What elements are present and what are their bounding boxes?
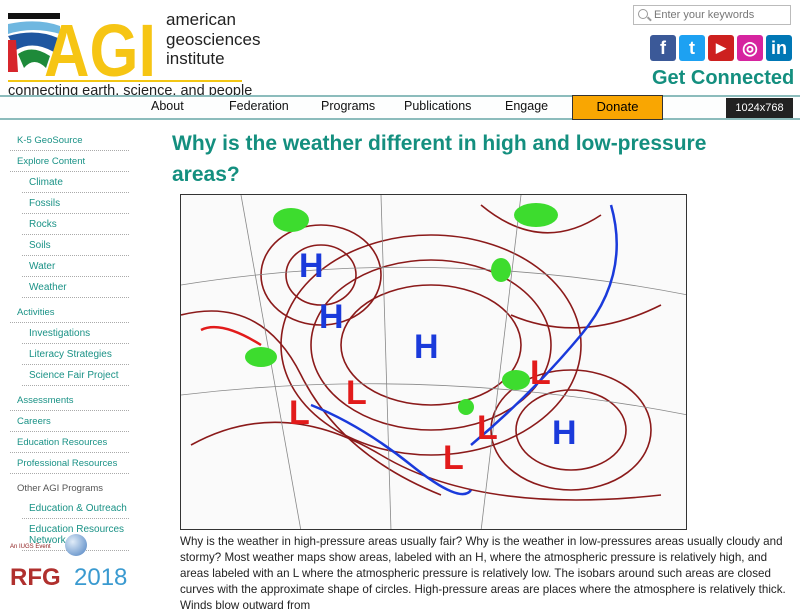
low-pressure-label: L <box>443 439 464 477</box>
sidebar-item-climate[interactable]: Climate <box>22 175 129 193</box>
high-pressure-label: H <box>299 247 324 285</box>
instagram-icon[interactable]: ◎ <box>737 35 763 61</box>
logo-rule <box>8 80 242 82</box>
sidebar-item-fossils[interactable]: Fossils <box>22 196 129 214</box>
search-icon <box>638 9 648 19</box>
resolution-badge: 1024x768 <box>726 98 793 118</box>
sidebar-item-assessments[interactable]: Assessments <box>10 393 129 411</box>
sidebar-item-explore-content[interactable]: Explore Content <box>10 154 129 172</box>
sidebar-item-careers[interactable]: Careers <box>10 414 129 432</box>
article-body: Why is the weather in high-pressure area… <box>180 535 786 612</box>
low-pressure-label: L <box>530 354 551 392</box>
linkedin-icon[interactable]: in <box>766 35 792 61</box>
search-input[interactable]: Enter your keywords <box>633 5 791 25</box>
sidebar-item-soils[interactable]: Soils <box>22 238 129 256</box>
rfg-year: 2018 <box>74 564 128 591</box>
sidebar-item-water[interactable]: Water <box>22 259 129 277</box>
rfg-2018-banner[interactable]: An IUGS Event RFG 2018 <box>10 534 130 594</box>
high-pressure-label: H <box>319 298 344 336</box>
nav-about[interactable]: About <box>151 99 184 113</box>
low-pressure-label: L <box>289 394 310 432</box>
nav-engage[interactable]: Engage <box>505 99 549 113</box>
weather-map-image: H H H H L L L L L <box>180 194 687 530</box>
agi-logo[interactable]: AGI american geosciences institute connect… <box>8 10 261 99</box>
low-pressure-label: L <box>346 374 367 412</box>
donate-button[interactable]: Donate <box>572 95 663 120</box>
sidebar-item-other-agi-programs: Other AGI Programs <box>17 483 104 494</box>
nav-federation[interactable]: Federation <box>229 99 289 113</box>
sidebar-item-weather[interactable]: Weather <box>22 280 129 298</box>
sidebar-item-rocks[interactable]: Rocks <box>22 217 129 235</box>
weather-map-drawing <box>181 195 686 529</box>
svg-text:AGI: AGI <box>44 10 156 80</box>
high-pressure-label: H <box>414 328 439 366</box>
sidebar-item-professional-resources[interactable]: Professional Resources <box>10 456 129 474</box>
social-links: f t ▶ ◎ in <box>650 35 792 61</box>
low-pressure-label: L <box>477 409 498 447</box>
page-title: Why is the weather different in high and… <box>172 132 707 186</box>
facebook-icon[interactable]: f <box>650 35 676 61</box>
youtube-icon[interactable]: ▶ <box>708 35 734 61</box>
search-placeholder: Enter your keywords <box>654 9 755 21</box>
logo-name: american geosciences institute <box>166 10 261 68</box>
sidebar-item-activities[interactable]: Activities <box>10 305 129 323</box>
get-connected: Get Connected <box>652 67 795 89</box>
twitter-icon[interactable]: t <box>679 35 705 61</box>
nav-publications[interactable]: Publications <box>404 99 472 113</box>
sidebar-item-literacy-strategies[interactable]: Literacy Strategies <box>22 347 129 365</box>
globe-icon <box>65 534 87 556</box>
sidebar-item-education-outreach[interactable]: Education & Outreach <box>22 501 129 519</box>
agi-logo-mark: AGI <box>8 10 156 80</box>
sidebar: K-5 GeoSource Explore Content Climate Fossi… <box>10 133 129 554</box>
main-nav: About Federation Programs Publications E… <box>0 95 800 120</box>
sidebar-item-investigations[interactable]: Investigations <box>22 326 129 344</box>
sidebar-item-k-5-geosource[interactable]: K-5 GeoSource <box>10 133 129 151</box>
nav-programs[interactable]: Programs <box>321 99 376 113</box>
iugs-event-label: An IUGS Event <box>10 544 51 550</box>
rfg-brand: RFG <box>10 564 61 591</box>
sidebar-item-science-fair-project[interactable]: Science Fair Project <box>22 368 129 386</box>
sidebar-item-education-resources[interactable]: Education Resources <box>10 435 129 453</box>
high-pressure-label: H <box>552 414 577 452</box>
